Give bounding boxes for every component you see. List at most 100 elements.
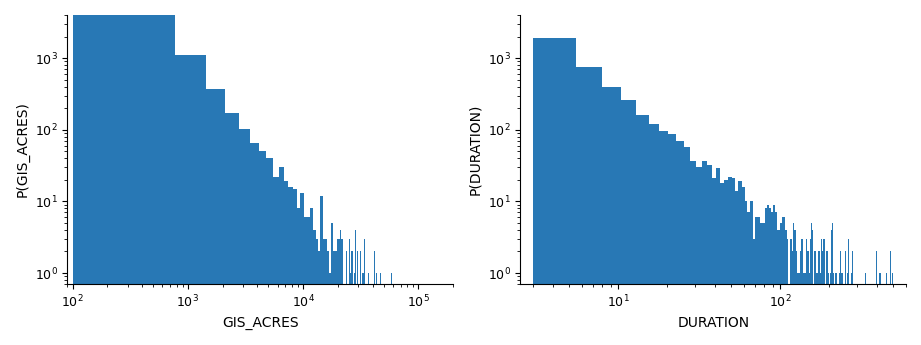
Bar <box>767 205 769 345</box>
Bar <box>775 213 776 345</box>
Bar <box>755 217 758 345</box>
Bar <box>720 183 725 345</box>
Bar <box>363 273 364 345</box>
Bar <box>362 273 363 345</box>
Bar <box>814 252 815 345</box>
Bar <box>206 89 226 345</box>
Bar <box>795 230 796 345</box>
Bar <box>349 239 350 345</box>
Bar <box>769 208 771 345</box>
Bar <box>669 135 676 345</box>
Bar <box>278 167 284 345</box>
Bar <box>354 273 355 345</box>
Bar <box>346 252 347 345</box>
Bar <box>729 177 732 345</box>
Bar <box>787 239 788 345</box>
Bar <box>293 189 297 345</box>
Bar <box>778 230 780 345</box>
Bar <box>691 161 696 345</box>
Bar <box>342 239 343 345</box>
Bar <box>351 252 353 345</box>
Bar <box>702 161 707 345</box>
Bar <box>336 239 338 345</box>
Bar <box>823 239 824 345</box>
Bar <box>801 239 802 345</box>
Bar <box>364 239 365 345</box>
Bar <box>790 239 791 345</box>
Bar <box>333 252 335 345</box>
Bar <box>808 252 809 345</box>
Bar <box>239 129 250 345</box>
Bar <box>288 187 293 345</box>
Bar <box>822 252 823 345</box>
Bar <box>735 191 739 345</box>
Bar <box>752 239 755 345</box>
X-axis label: DURATION: DURATION <box>677 316 750 330</box>
Bar <box>764 208 767 345</box>
Bar <box>760 223 763 345</box>
Bar <box>266 158 273 345</box>
Bar <box>636 115 648 345</box>
Bar <box>307 217 310 345</box>
Y-axis label: P(DURATION): P(DURATION) <box>468 104 482 195</box>
Bar <box>533 38 576 345</box>
Bar <box>676 141 683 345</box>
Bar <box>780 223 782 345</box>
Bar <box>816 273 818 345</box>
Bar <box>359 252 361 345</box>
Bar <box>335 252 336 345</box>
Bar <box>802 273 804 345</box>
Bar <box>602 87 622 345</box>
Bar <box>318 252 321 345</box>
Bar <box>798 273 799 345</box>
Bar <box>732 178 735 345</box>
Bar <box>300 193 304 345</box>
Bar <box>313 230 316 345</box>
Bar <box>329 273 332 345</box>
Bar <box>793 223 795 345</box>
Bar <box>784 217 786 345</box>
Bar <box>73 0 175 345</box>
Bar <box>758 217 760 345</box>
X-axis label: GIS_ACRES: GIS_ACRES <box>222 316 298 330</box>
Bar <box>744 201 747 345</box>
Bar <box>805 273 806 345</box>
Bar <box>712 178 717 345</box>
Bar <box>821 273 822 345</box>
Bar <box>325 239 327 345</box>
Bar <box>648 124 659 345</box>
Bar <box>259 151 266 345</box>
Bar <box>350 273 351 345</box>
Bar <box>310 208 313 345</box>
Bar <box>250 143 259 345</box>
Bar <box>357 252 358 345</box>
Bar <box>820 252 821 345</box>
Bar <box>747 213 750 345</box>
Bar <box>226 114 239 345</box>
Bar <box>800 252 801 345</box>
Bar <box>809 273 810 345</box>
Bar <box>717 168 720 345</box>
Bar <box>763 223 764 345</box>
Bar <box>791 252 793 345</box>
Bar <box>799 273 800 345</box>
Y-axis label: P(GIS_ACRES): P(GIS_ACRES) <box>15 102 29 197</box>
Bar <box>659 131 669 345</box>
Bar <box>304 217 307 345</box>
Bar <box>622 100 636 345</box>
Bar <box>739 181 741 345</box>
Bar <box>819 252 820 345</box>
Bar <box>796 252 798 345</box>
Bar <box>782 217 784 345</box>
Bar <box>683 147 691 345</box>
Bar <box>810 223 812 345</box>
Bar <box>824 239 825 345</box>
Bar <box>707 165 712 345</box>
Bar <box>332 223 333 345</box>
Bar <box>804 273 805 345</box>
Bar <box>284 181 288 345</box>
Bar <box>322 239 325 345</box>
Bar <box>773 205 775 345</box>
Bar <box>327 252 329 345</box>
Bar <box>776 230 778 345</box>
